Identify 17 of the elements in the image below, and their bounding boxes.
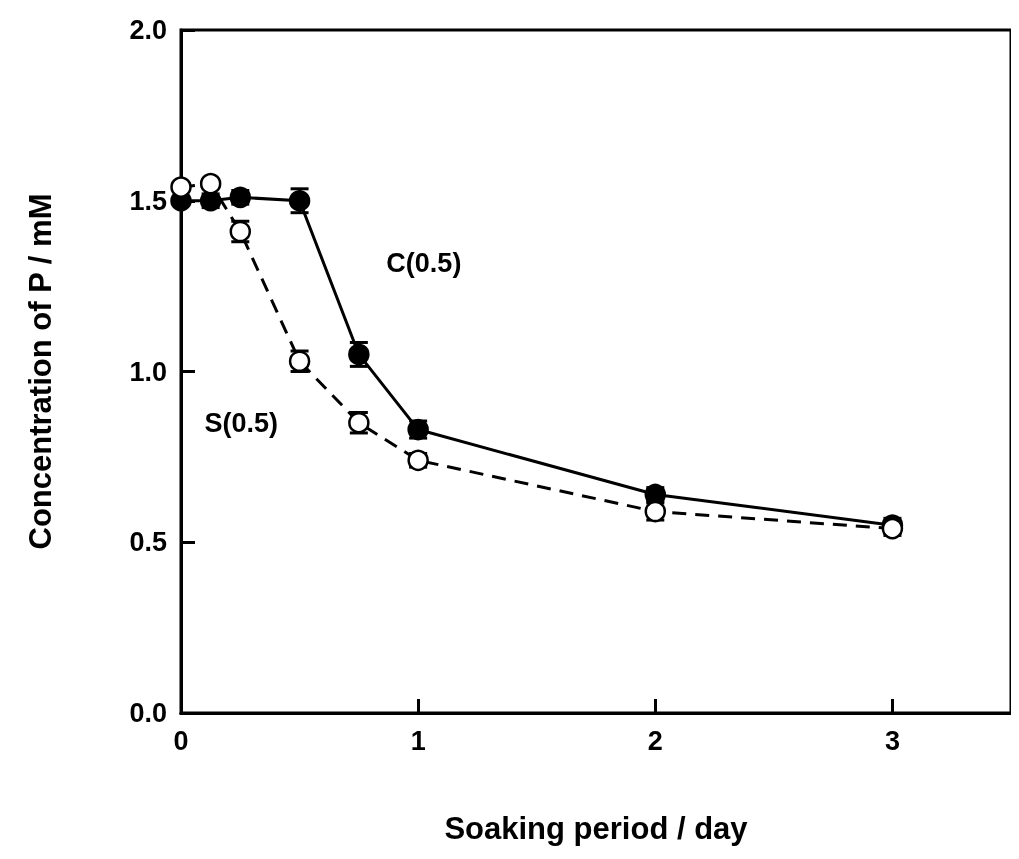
point (407, 449, 429, 472)
x-tick-label: 1 (410, 725, 426, 756)
y-tick-label: 0.0 (129, 698, 167, 728)
series-label: C(0.5) (386, 248, 462, 279)
x-tick-label: 0 (173, 725, 189, 756)
y-tick-label: 2.0 (129, 15, 167, 45)
point (881, 517, 904, 540)
point (170, 176, 192, 198)
x-axis-title: Soaking period / day (444, 811, 749, 846)
y-tick-label: 0.5 (129, 527, 167, 558)
y-tick-label: 1.5 (129, 185, 167, 216)
y-tick-label: 1.0 (129, 356, 167, 387)
x-tick-label: 2 (647, 725, 663, 756)
x-tick-label: 3 (884, 725, 900, 756)
series-label: S(0.5) (204, 407, 279, 438)
point (199, 172, 222, 195)
y-axis-title: Concentration of P / mM (23, 193, 58, 550)
